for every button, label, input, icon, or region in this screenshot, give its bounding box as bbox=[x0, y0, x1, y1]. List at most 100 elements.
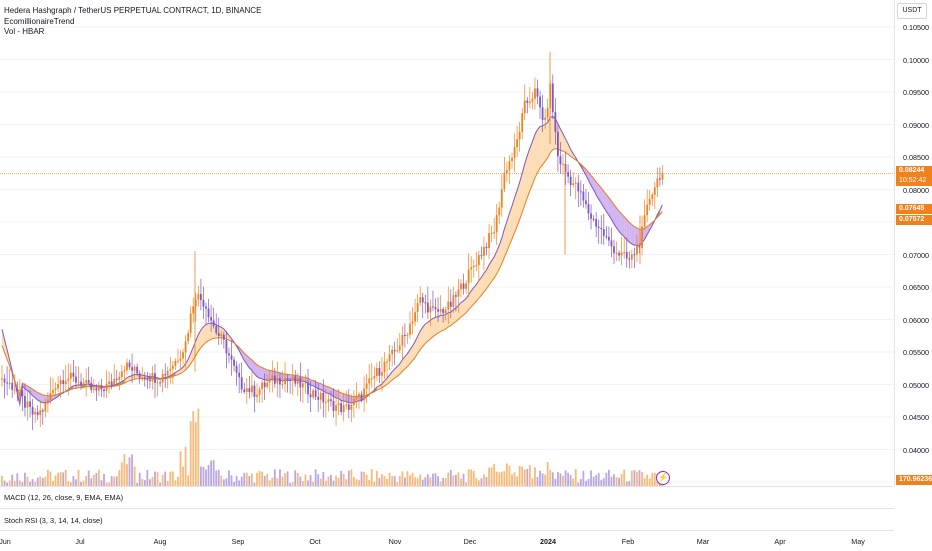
volume-bar bbox=[353, 477, 355, 486]
volume-bar bbox=[6, 482, 8, 486]
volume-bar bbox=[138, 472, 141, 486]
trend-band-segment bbox=[483, 269, 487, 292]
candle-body bbox=[205, 306, 207, 309]
volume-bar bbox=[332, 480, 335, 486]
trend-band-segment bbox=[310, 379, 314, 386]
candle-body bbox=[620, 252, 623, 256]
candle-body bbox=[44, 403, 47, 412]
volume-bar bbox=[192, 411, 195, 486]
pane-divider[interactable] bbox=[0, 508, 894, 509]
price-tick-label: 0.04000 bbox=[903, 445, 929, 455]
candle-body bbox=[526, 100, 529, 103]
volume-bar bbox=[462, 473, 465, 486]
lightning-icon[interactable]: ⚡ bbox=[656, 471, 670, 485]
candle-body bbox=[110, 381, 113, 385]
volume-bar bbox=[340, 470, 343, 486]
volume-bar bbox=[57, 472, 59, 486]
trend-band-segment bbox=[132, 374, 135, 381]
volume-bar bbox=[488, 467, 490, 486]
volume-bar bbox=[383, 476, 386, 486]
volume-bar bbox=[98, 469, 100, 486]
candle-body bbox=[72, 372, 75, 377]
candle-body bbox=[643, 215, 646, 227]
candle-body bbox=[661, 172, 664, 180]
candle-body bbox=[21, 390, 24, 397]
candle-body bbox=[240, 377, 243, 390]
volume-bar bbox=[574, 469, 577, 486]
trend-fast-line bbox=[1, 115, 663, 406]
volume-bar bbox=[92, 474, 95, 486]
volume-bar bbox=[452, 475, 455, 486]
candle-body bbox=[455, 295, 457, 297]
price-tick-label: 0.09000 bbox=[903, 120, 929, 130]
candle-body bbox=[452, 295, 455, 307]
indicator-volume-label[interactable]: Vol - HBAR bbox=[4, 27, 45, 36]
currency-button[interactable]: USDT bbox=[897, 3, 927, 19]
candle-body bbox=[457, 289, 460, 297]
volume-bar bbox=[628, 481, 631, 486]
volume-bar bbox=[636, 471, 638, 486]
candle-body bbox=[340, 403, 343, 413]
time-tick-label: Nov bbox=[388, 537, 402, 546]
candle-body bbox=[488, 233, 490, 248]
macd-pane-label[interactable]: MACD (12, 26, close, 9, EMA, EMA) bbox=[4, 493, 124, 502]
volume-bar bbox=[286, 471, 289, 486]
volume-bar bbox=[531, 478, 534, 486]
trend-band-segment bbox=[466, 294, 469, 313]
trend-band-segment bbox=[348, 395, 352, 403]
volume-bar bbox=[174, 480, 177, 486]
candle-body bbox=[337, 403, 340, 406]
candle-body bbox=[651, 194, 654, 200]
candle-body bbox=[401, 334, 404, 346]
trend-band-segment bbox=[425, 322, 428, 344]
candle-body bbox=[460, 283, 462, 290]
trend-band-segment bbox=[550, 116, 553, 153]
candle-body bbox=[215, 325, 218, 333]
candle-body bbox=[521, 113, 524, 133]
time-tick-label: Oct bbox=[309, 537, 321, 546]
candle-body bbox=[26, 401, 29, 408]
symbol-title[interactable]: Hedera Hashgraph / TetherUS PERPETUAL CO… bbox=[4, 6, 262, 15]
volume-bar bbox=[289, 482, 292, 486]
volume-bar bbox=[161, 475, 164, 486]
trend-band-segment bbox=[621, 214, 625, 237]
time-axis[interactable]: Jun Jul Aug Sep Oct Nov Dec 2024 Feb Mar Apr May bbox=[0, 530, 894, 551]
volume-bar bbox=[307, 480, 309, 486]
indicator-trend-label[interactable]: EcomillionaireTrend bbox=[4, 16, 75, 26]
stoch-rsi-pane-label[interactable]: Stoch RSI (3, 3, 14, 14, close) bbox=[4, 516, 103, 525]
candle-body bbox=[34, 411, 37, 415]
volume-bar bbox=[633, 470, 636, 486]
trend-band-segment bbox=[532, 134, 535, 185]
trend-band-segment bbox=[560, 129, 563, 152]
candle-body bbox=[238, 372, 241, 378]
pane-divider[interactable] bbox=[0, 486, 894, 487]
candle-body bbox=[243, 389, 246, 392]
trend-band-segment bbox=[410, 345, 413, 364]
trend-band-segment bbox=[468, 290, 472, 310]
volume-bar bbox=[508, 465, 511, 486]
candle-body bbox=[289, 379, 292, 381]
volume-bar bbox=[490, 467, 493, 486]
volume-bar bbox=[495, 471, 498, 486]
trend-band-segment bbox=[264, 368, 268, 381]
volume-bar bbox=[202, 467, 205, 486]
candle-body bbox=[197, 294, 200, 300]
candle-body bbox=[233, 359, 235, 366]
volume-bar bbox=[120, 462, 123, 486]
volume-bar bbox=[648, 478, 651, 486]
price-axis[interactable]: 0.10500 0.10000 0.09500 0.09000 0.08500 0.080… bbox=[894, 0, 932, 487]
candle-body bbox=[47, 399, 49, 404]
trend-band-segment bbox=[336, 390, 339, 399]
volume-bar bbox=[447, 472, 450, 486]
trend-band-segment bbox=[522, 163, 525, 213]
trend-band-segment bbox=[616, 207, 620, 232]
candle-body bbox=[605, 235, 608, 237]
volume-bar bbox=[457, 472, 460, 486]
candle-body bbox=[284, 378, 286, 385]
volume-bar bbox=[653, 472, 656, 486]
trend-band-segment bbox=[328, 386, 331, 395]
volume-bar bbox=[69, 482, 72, 486]
trend-band-segment bbox=[455, 305, 459, 322]
